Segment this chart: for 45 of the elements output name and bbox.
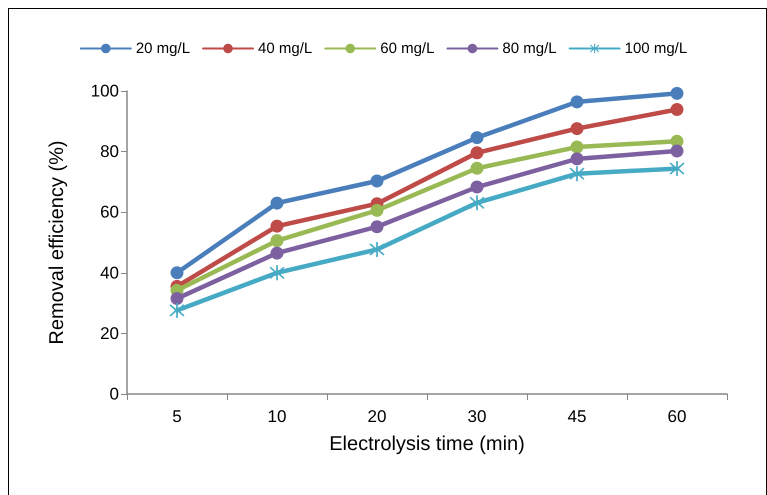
- point: [270, 246, 284, 260]
- y-axis-title: Removal efficiency (%): [46, 140, 68, 345]
- x-tick-label: 5: [172, 407, 182, 426]
- x-tick-label: 45: [568, 407, 586, 426]
- point: [570, 152, 584, 166]
- point: [270, 196, 284, 210]
- legend-label: 100 mg/L: [624, 40, 688, 57]
- point: [470, 180, 484, 194]
- point: [670, 86, 684, 100]
- point: [470, 162, 484, 175]
- legend-label: 80 mg/L: [502, 40, 557, 57]
- y-tick-label: 0: [110, 384, 119, 404]
- legend-label: 40 mg/L: [258, 40, 312, 57]
- x-tick-label: 20: [368, 407, 386, 426]
- point: [570, 140, 584, 154]
- point: [570, 95, 584, 108]
- legend-label: 20 mg/L: [136, 40, 190, 57]
- y-tick-label: 100: [90, 82, 119, 100]
- y-tick-label: 20: [100, 324, 119, 343]
- point: [670, 102, 684, 116]
- point: [270, 265, 284, 280]
- y-tick-label: 60: [100, 202, 119, 222]
- point: [270, 234, 284, 248]
- point: [370, 174, 384, 188]
- y-tick-label: 80: [100, 142, 119, 162]
- x-tick-label: 10: [268, 407, 286, 426]
- x-tick-label: 60: [668, 407, 686, 426]
- x-axis-title: Electrolysis time (min): [329, 433, 525, 455]
- point: [270, 220, 284, 233]
- y-tick-label: 40: [100, 263, 119, 282]
- point: [470, 195, 484, 210]
- point: [170, 292, 184, 306]
- point: [570, 122, 584, 136]
- point: [170, 266, 184, 280]
- point: [470, 146, 484, 160]
- point: [470, 131, 484, 144]
- x-tick-label: 30: [468, 407, 486, 426]
- point: [570, 166, 584, 182]
- legend-label: 60 mg/L: [380, 40, 434, 57]
- point: [370, 220, 384, 234]
- point: [370, 204, 384, 217]
- point: [670, 161, 684, 176]
- point: [370, 242, 384, 257]
- point: [170, 302, 184, 318]
- point: [670, 144, 684, 158]
